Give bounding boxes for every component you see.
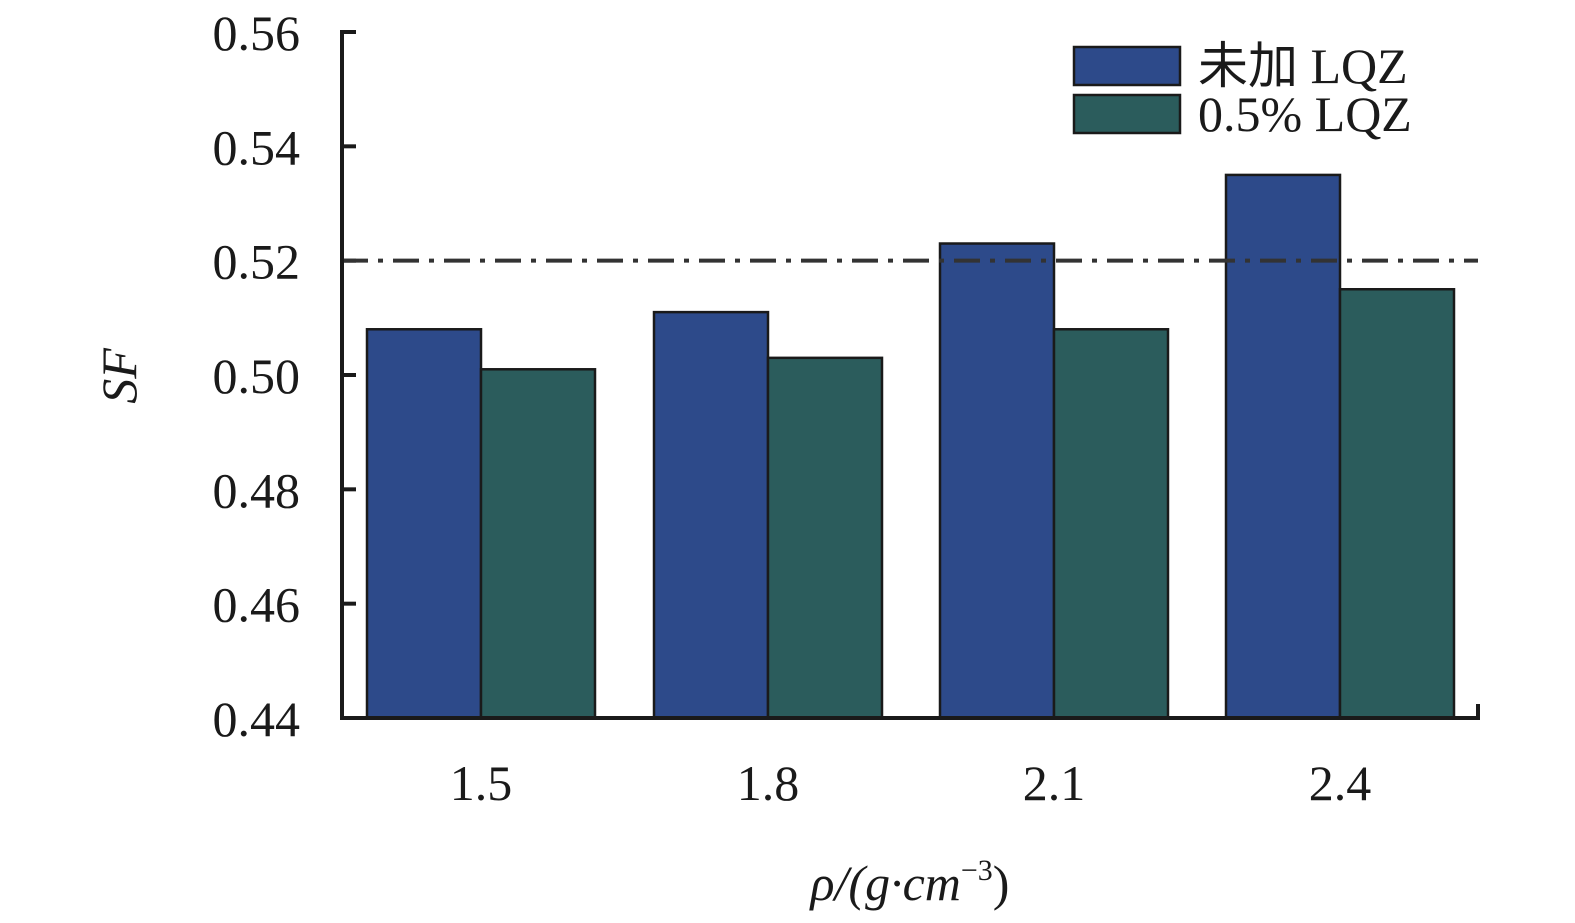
legend-swatch-series2 xyxy=(1072,93,1182,135)
y-tick-label: 0.52 xyxy=(213,234,301,290)
legend-label-series2: 0.5% LQZ xyxy=(1198,86,1412,142)
x-tick-label: 1.8 xyxy=(737,755,800,811)
bar-series1 xyxy=(938,242,1056,720)
x-tick-label: 1.5 xyxy=(450,755,513,811)
legend-swatch-series1 xyxy=(1072,45,1182,87)
x-tick-label: 2.1 xyxy=(1023,755,1086,811)
x-axis-title-exponent: −3 xyxy=(961,854,993,887)
bar-series2 xyxy=(479,368,597,720)
bar-series2 xyxy=(1338,288,1456,720)
x-tick-label: 2.4 xyxy=(1309,755,1372,811)
x-axis-title: ρ/(g·cm−3) xyxy=(809,854,1010,911)
bar-series2 xyxy=(1052,328,1170,720)
y-tick-label: 0.50 xyxy=(213,348,301,404)
y-tick-label: 0.54 xyxy=(213,119,301,175)
bars xyxy=(365,173,1456,720)
bar-series1 xyxy=(1224,173,1342,720)
bar-series1 xyxy=(365,328,483,720)
y-tick-label: 0.46 xyxy=(213,577,301,633)
y-tick-label: 0.44 xyxy=(213,691,301,747)
x-axis-title-main: ρ/(g·cm xyxy=(809,855,961,911)
legend-label-series1: 未加 LQZ xyxy=(1198,38,1408,94)
y-axis-title: SF xyxy=(91,348,147,404)
bar-series2 xyxy=(766,356,884,720)
x-axis-tick-labels: 1.5 1.8 2.1 2.4 xyxy=(450,755,1372,811)
y-axis-ticks: 0.44 0.46 0.48 0.50 0.52 0.54 0.56 xyxy=(213,5,356,747)
y-tick-label: 0.56 xyxy=(213,5,301,61)
y-tick-label: 0.48 xyxy=(213,462,301,518)
x-axis-title-close: ) xyxy=(993,855,1010,911)
bar-series1 xyxy=(652,310,770,720)
